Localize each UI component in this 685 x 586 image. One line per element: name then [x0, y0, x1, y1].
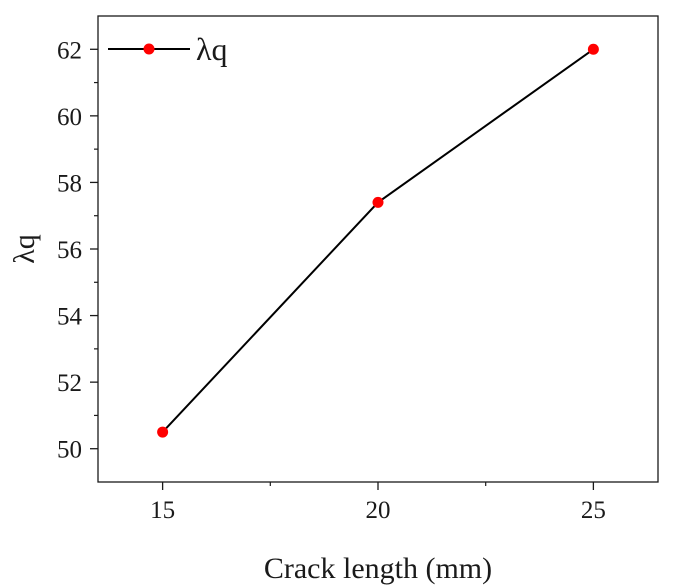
data-point: [157, 426, 169, 438]
x-axis-title: Crack length (mm): [264, 552, 492, 585]
x-tick-label: 20: [366, 497, 391, 524]
x-axis: 15 20 25: [150, 482, 606, 524]
y-tick-label: 58: [57, 170, 82, 197]
y-tick-label: 60: [57, 104, 82, 131]
data-point: [372, 196, 384, 208]
y-axis: 50 52 54 56 58 60 62: [57, 37, 98, 464]
x-tick-label: 25: [581, 497, 606, 524]
y-tick-label: 56: [57, 237, 82, 264]
series-line: [161, 48, 594, 433]
y-axis-title: λq: [8, 234, 41, 264]
y-tick-label: 62: [57, 37, 82, 64]
y-tick-label: 54: [57, 304, 83, 331]
x-tick-label: 15: [150, 497, 175, 524]
data-point: [587, 43, 599, 55]
legend: λq: [108, 31, 228, 67]
legend-marker: [143, 43, 155, 55]
legend-label: λq: [196, 31, 228, 67]
series-group: [157, 43, 599, 438]
y-tick-label: 52: [57, 370, 82, 397]
y-tick-label: 50: [57, 437, 82, 464]
